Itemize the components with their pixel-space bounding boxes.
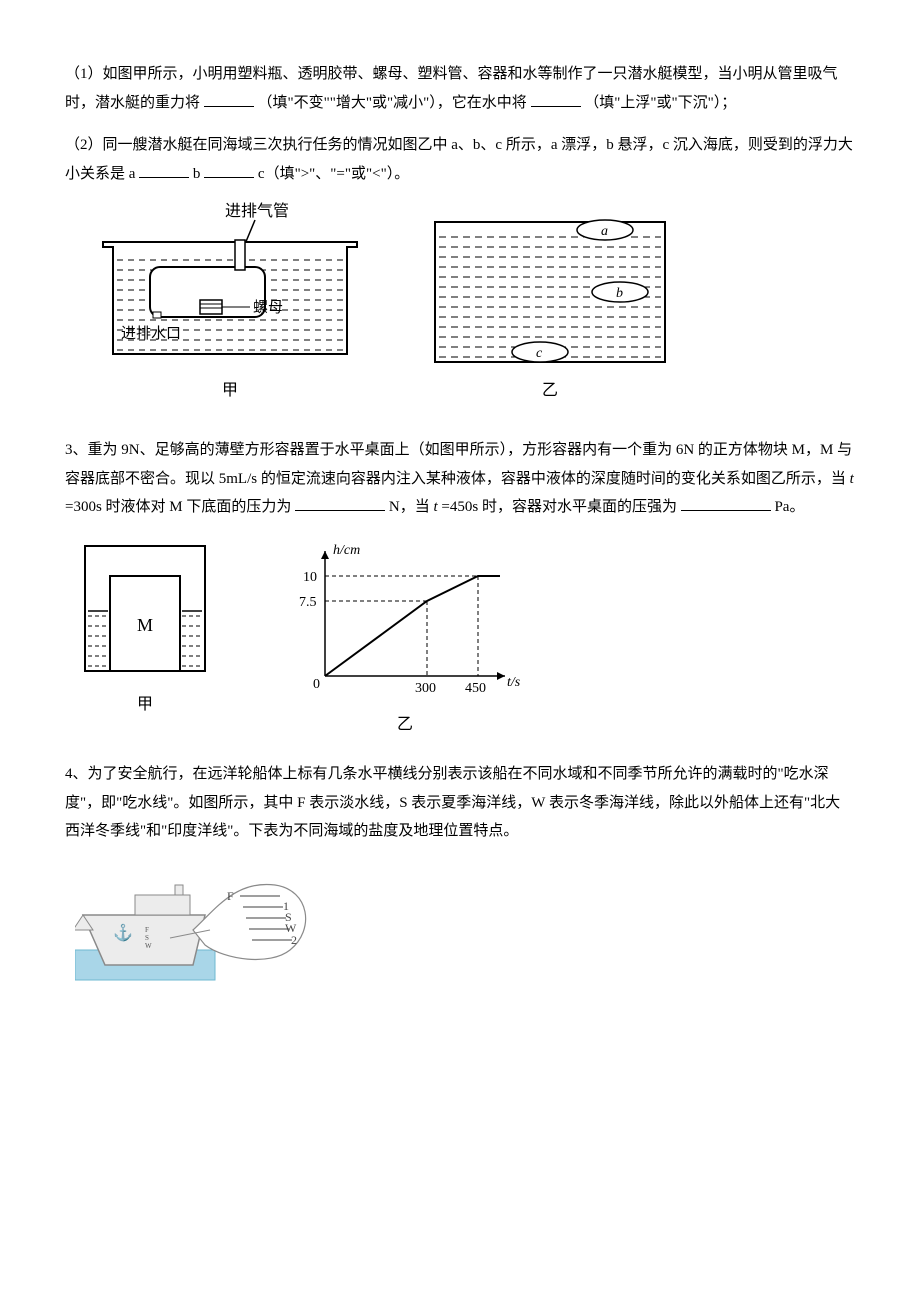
q3-fig-jia-label: 甲	[137, 690, 153, 720]
mark-F: F	[227, 889, 234, 903]
q1-p1-b: （填"不变""增大"或"减小"），它在水中将	[258, 95, 527, 111]
nut-label: 螺母	[253, 299, 283, 316]
q1-blank-2[interactable]	[531, 89, 581, 107]
q3-text-e: Pa。	[774, 499, 804, 515]
xtick-450: 450	[465, 681, 486, 696]
svg-text:F: F	[145, 926, 149, 934]
q3-figures: M 甲	[75, 536, 855, 740]
q3-text-d: =450s 时，容器对水平桌面的压强为	[441, 499, 680, 515]
q1-figures: 进排气管	[95, 202, 855, 406]
ylabel: h/cm	[333, 543, 360, 558]
q3-fig-jia-svg: M	[75, 536, 215, 686]
q3-t1: t	[850, 471, 854, 487]
q1-p1-c: （填"上浮"或"下沉"）；	[584, 95, 736, 111]
label-a: a	[601, 224, 608, 239]
q1-fig-yi: a b c 乙	[425, 202, 675, 406]
mark-2: 2	[291, 933, 297, 947]
origin: 0	[313, 677, 320, 692]
q1-p2: （2）同一艘潜水艇在同海域三次执行任务的情况如图乙中 a、b、c 所示，a 漂浮…	[65, 131, 855, 188]
q1-fig-jia: 进排气管	[95, 202, 365, 406]
q3-text-b: =300s 时液体对 M 下底面的压力为	[65, 499, 295, 515]
q3-text-c: N，当	[389, 499, 434, 515]
q1-fig-jia-svg: 进排气管	[95, 202, 365, 372]
xlabel: t/s	[507, 675, 521, 690]
q4-text: 4、为了安全航行，在远洋轮船体上标有几条水平横线分别表示该船在不同水域和不同季节…	[65, 760, 855, 846]
q1-p1: （1）如图甲所示，小明用塑料瓶、透明胶带、螺母、塑料管、容器和水等制作了一只潜水…	[65, 60, 855, 117]
label-c: c	[536, 346, 543, 361]
q3-blank-2[interactable]	[681, 494, 771, 512]
ytick-10: 10	[303, 570, 317, 585]
label-b: b	[616, 286, 623, 301]
port-label: 进排水口	[121, 325, 181, 342]
m-label: M	[137, 615, 153, 635]
q1-fig-yi-svg: a b c	[425, 202, 675, 372]
q1-blank-3[interactable]	[139, 160, 189, 178]
q4-ship-svg: ⚓ F S W F 1 S W 2	[75, 860, 325, 990]
q3-fig-jia: M 甲	[75, 536, 215, 720]
q3-fig-yi: h/cm t/s 0 7.5 10 300 450 乙	[275, 536, 535, 740]
q1-p2-c: c（填">"、"="或"<"）。	[258, 166, 409, 182]
anchor-icon: ⚓	[113, 923, 133, 942]
ytick-7-5: 7.5	[299, 595, 317, 610]
q4-ship: ⚓ F S W F 1 S W 2	[75, 860, 855, 1001]
pipe-label: 进排气管	[225, 202, 289, 220]
nut-icon	[200, 300, 222, 314]
q1-blank-1[interactable]	[204, 89, 254, 107]
q1-fig-jia-label: 甲	[222, 376, 238, 406]
q3-blank-1[interactable]	[295, 494, 385, 512]
q3-fig-yi-svg: h/cm t/s 0 7.5 10 300 450	[275, 536, 535, 706]
q3-t2: t	[433, 499, 437, 515]
q3-fig-yi-label: 乙	[397, 710, 413, 740]
q3-text-a: 3、重为 9N、足够高的薄壁方形容器置于水平桌面上（如图甲所示），方形容器内有一…	[65, 442, 852, 487]
q3-text: 3、重为 9N、足够高的薄壁方形容器置于水平桌面上（如图甲所示），方形容器内有一…	[65, 436, 855, 522]
svg-text:S: S	[145, 934, 149, 942]
xtick-300: 300	[415, 681, 436, 696]
svg-text:W: W	[145, 942, 152, 950]
q1-p2-b: b	[193, 166, 201, 182]
q1-blank-4[interactable]	[204, 160, 254, 178]
q1-fig-yi-label: 乙	[542, 376, 558, 406]
